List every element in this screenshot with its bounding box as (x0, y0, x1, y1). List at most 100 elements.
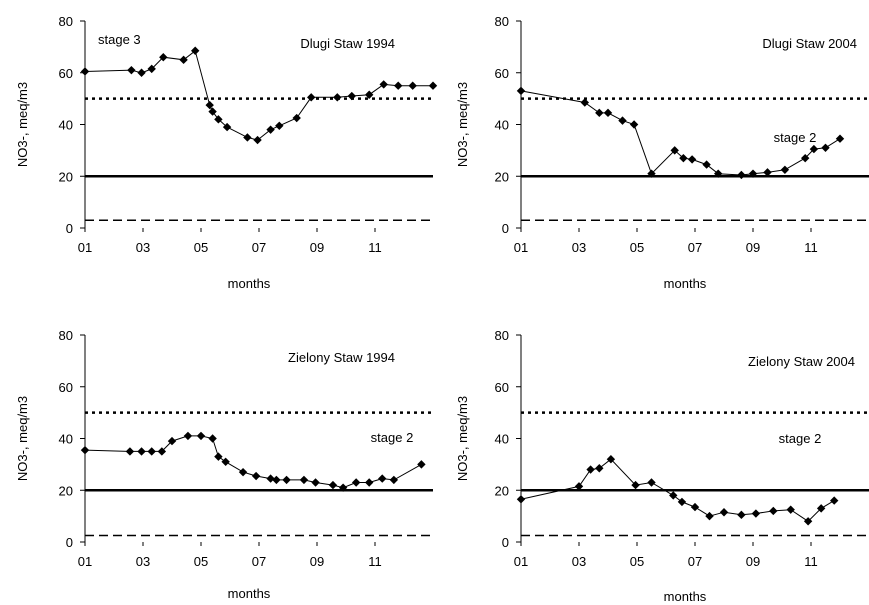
y-tick-label: 40 (495, 118, 509, 133)
y-tick-label: 80 (59, 14, 73, 29)
x-tick-label: 11 (804, 240, 818, 255)
x-tick-label: 09 (746, 554, 760, 569)
x-tick-label: 03 (136, 554, 150, 569)
y-tick-label: 60 (59, 66, 73, 81)
data-point (670, 146, 679, 155)
data-point (394, 81, 403, 90)
data-point (830, 496, 839, 505)
data-point (338, 483, 348, 492)
data-point (365, 478, 374, 487)
data-point (780, 165, 790, 174)
data-point (222, 122, 232, 132)
chart-panel-2: 0 20 40 60 80 01 03 05 07 09 11 Dlugi Staw 2004 stag… (455, 14, 869, 291)
chart-annotation: Zielony Staw 1994 (288, 350, 395, 365)
x-tick-label: 01 (78, 554, 92, 569)
data-point (157, 447, 167, 456)
data-point (80, 445, 90, 455)
x-axis-label: months (664, 589, 707, 604)
y-tick-label: 40 (59, 118, 73, 133)
data-point (80, 67, 90, 76)
y-tick-label: 0 (66, 535, 73, 550)
data-point (179, 55, 188, 65)
x-axis-label: months (228, 276, 271, 291)
data-point (690, 502, 700, 512)
y-tick-label: 20 (59, 169, 73, 184)
data-point (751, 509, 761, 518)
data-point (786, 505, 795, 514)
data-point (347, 91, 356, 101)
data-point (408, 81, 417, 90)
y-tick-label: 20 (59, 483, 73, 498)
x-axis-label: months (664, 276, 707, 291)
data-point (208, 434, 217, 443)
x-tick-label: 07 (252, 240, 266, 255)
data-point (677, 497, 687, 507)
chart-annotation: Zielony Staw 2004 (748, 354, 855, 369)
data-point (266, 474, 275, 483)
data-point (816, 504, 826, 513)
data-point (292, 113, 301, 123)
data-point (379, 80, 388, 89)
data-point (147, 64, 156, 74)
data-point (809, 144, 819, 154)
y-tick-label: 0 (66, 221, 73, 236)
data-point (606, 455, 616, 464)
data-point (167, 436, 177, 446)
x-tick-label: 11 (368, 554, 382, 569)
data-point (311, 478, 320, 487)
data-point (516, 86, 526, 96)
chart-panel-3: 0 20 40 60 80 01 03 05 07 09 11 Zielony Staw 1994 st… (15, 328, 433, 601)
data-point (282, 475, 291, 485)
chart-panel-1: 0 20 40 60 80 01 03 05 07 09 11 stage 3 Dlugi Staw 1… (15, 14, 438, 291)
chart-panel-4: 0 20 40 60 80 01 03 05 07 09 11 Zielony Staw 2004 st… (455, 328, 869, 604)
data-point (705, 511, 714, 521)
data-point (669, 491, 678, 500)
x-axis-label: months (228, 586, 271, 601)
x-tick-label: 05 (630, 240, 644, 255)
data-point (272, 475, 281, 485)
x-tick-label: 01 (78, 240, 92, 255)
data-point (307, 93, 316, 102)
x-tick-label: 09 (310, 554, 324, 569)
data-point (417, 460, 426, 469)
data-point (266, 125, 275, 134)
x-tick-label: 03 (572, 554, 586, 569)
data-point (821, 143, 830, 152)
x-tick-label: 01 (514, 240, 528, 255)
data-point (389, 475, 399, 485)
data-point (127, 65, 136, 75)
data-point (191, 46, 200, 55)
y-tick-label: 40 (495, 432, 509, 447)
chart-annotation: stage 2 (774, 130, 817, 145)
data-point (196, 431, 206, 441)
x-tick-label: 05 (630, 554, 644, 569)
data-point (618, 116, 627, 125)
data-point (801, 153, 810, 163)
x-tick-label: 01 (514, 554, 528, 569)
x-tick-label: 11 (368, 240, 382, 255)
data-point (238, 467, 248, 477)
data-point (328, 480, 338, 490)
data-point (125, 447, 135, 456)
stage-annotation: stage 3 (98, 32, 141, 47)
y-tick-label: 40 (59, 432, 73, 447)
data-point (737, 510, 746, 520)
data-point (221, 457, 230, 466)
data-point (647, 478, 656, 487)
y-tick-label: 80 (495, 14, 509, 29)
data-point (251, 471, 261, 481)
y-tick-label: 80 (59, 328, 73, 343)
y-tick-label: 20 (495, 483, 509, 498)
y-axis-label: NO3-, meq/m3 (455, 82, 470, 167)
data-point (365, 90, 374, 99)
series-line (84, 49, 433, 141)
data-point (629, 120, 639, 129)
data-point (183, 431, 193, 441)
data-point (679, 153, 688, 163)
data-point (737, 170, 746, 180)
data-point (835, 134, 845, 143)
y-tick-label: 20 (495, 169, 509, 184)
data-point (631, 480, 640, 490)
data-point (647, 169, 656, 178)
data-point (137, 447, 146, 456)
